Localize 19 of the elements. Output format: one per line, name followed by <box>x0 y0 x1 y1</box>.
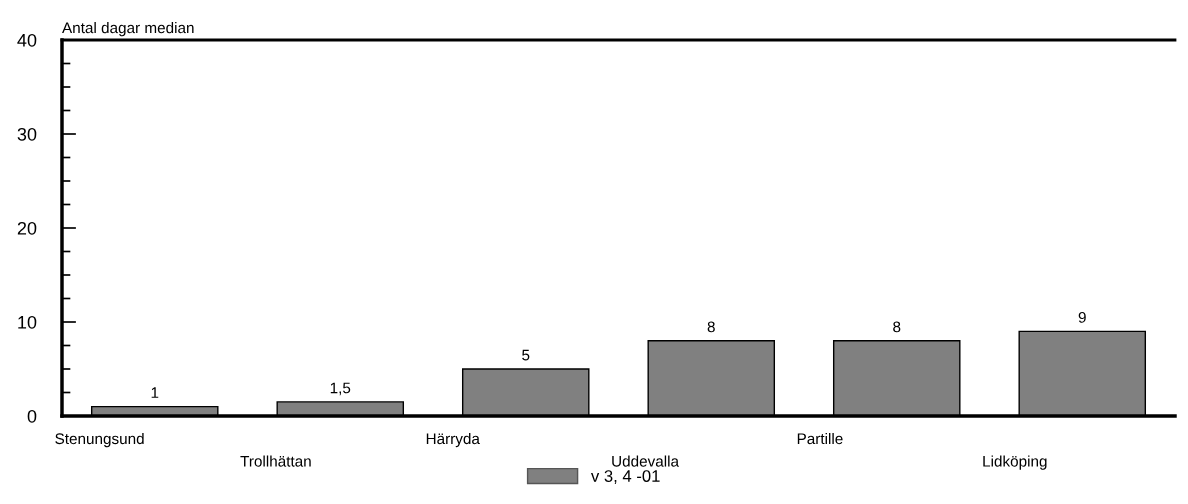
data-label: 5 <box>522 349 530 361</box>
y-tick-label: 10 <box>18 315 37 329</box>
x-tick-label: Lidköping <box>983 455 1047 470</box>
y-tick-label: 20 <box>17 221 37 235</box>
x-tick-label: Härryda <box>426 432 480 448</box>
data-label: 8 <box>707 321 715 333</box>
data-label: 8 <box>893 321 901 333</box>
data-label: 1,5 <box>330 382 351 396</box>
y-axis-title: Antal dagar median <box>62 22 194 37</box>
y-tick-label: 30 <box>17 127 37 141</box>
data-label: 9 <box>1078 312 1086 323</box>
y-tick-label: 0 <box>27 409 37 423</box>
x-tick-label: Uddevalla <box>612 455 680 467</box>
x-tick-label: Stenungsund <box>55 432 144 448</box>
data-label: 1 <box>151 387 159 398</box>
x-tick-label: Partille <box>797 432 843 445</box>
x-tick-label: Trollhättan <box>240 455 311 467</box>
legend-label: v 3, 4 -01 <box>590 470 660 484</box>
y-tick-label: 40 <box>17 33 37 47</box>
